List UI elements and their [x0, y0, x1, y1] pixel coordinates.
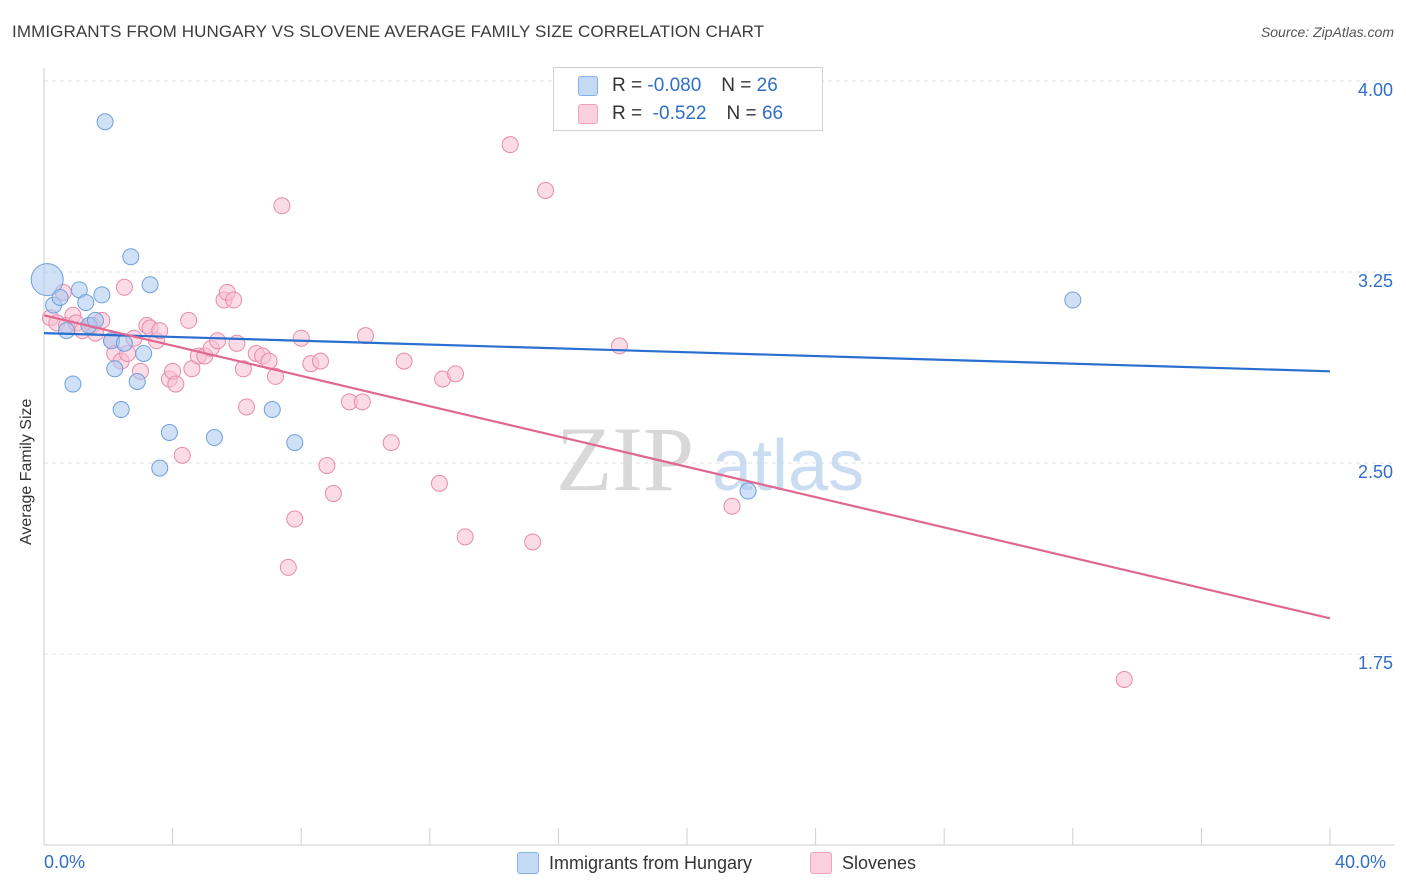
slovene-point [279, 558, 297, 576]
hungary-point [112, 401, 130, 419]
slovene-point [234, 360, 252, 378]
slovene-point [286, 510, 304, 528]
hungary-points [30, 113, 1082, 500]
legend-row-hungary: R = -0.080 N = 26 [578, 73, 778, 99]
hungary-point [263, 401, 281, 419]
hungary-point [93, 286, 111, 304]
x-tick-min: 0.0% [44, 852, 86, 872]
slovene-point [501, 136, 519, 154]
watermark: ZIP atlas [556, 408, 864, 510]
series-legend-swatch-hungary [517, 852, 539, 874]
hungary-point [205, 429, 223, 447]
legend-row-slovenes: R = -0.522 N = 66 [578, 101, 783, 127]
hungary-point [160, 423, 178, 441]
hungary-point [286, 434, 304, 452]
hungary-point [106, 360, 124, 378]
hungary-point [122, 248, 140, 266]
y-tick-label: 4.00 [1358, 80, 1393, 100]
slovene-point [115, 278, 133, 296]
hungary-point [96, 113, 114, 131]
series-legend-label-slovenes: Slovenes [842, 852, 917, 873]
hungary-point [30, 263, 64, 297]
slovene-point [1115, 670, 1133, 688]
slovene-point [180, 311, 198, 329]
legend-r-value: -0.522 [652, 103, 707, 124]
chart-title: IMMIGRANTS FROM HUNGARY VS SLOVENE AVERA… [12, 22, 765, 41]
slovene-point [292, 329, 310, 347]
legend-n-label: N = [726, 103, 757, 124]
hungary-point [77, 294, 95, 312]
legend-n-value: 26 [756, 75, 778, 96]
slovene-point [524, 533, 542, 551]
hungary-point [141, 276, 159, 294]
hungary-point [58, 322, 76, 340]
x-tick-max: 40.0% [1335, 852, 1387, 872]
slovene-point [537, 182, 555, 200]
source-credit: Source: ZipAtlas.com [1260, 24, 1394, 40]
axes [43, 68, 1395, 846]
slovene-point [209, 332, 227, 350]
legend-swatch-hungary [578, 76, 598, 96]
slovene-point [311, 352, 329, 370]
slovene-point [225, 291, 243, 309]
series-legend-slovenes[interactable]: Slovenes [810, 852, 916, 874]
y-tick-label: 2.50 [1358, 462, 1393, 482]
hungary-point [151, 459, 169, 477]
hungary-point [64, 375, 82, 393]
slovene-point [382, 434, 400, 452]
slovene-point [723, 497, 741, 515]
trend-lines [43, 314, 1331, 620]
watermark-zip: ZIP [556, 408, 694, 510]
series-legend-swatch-slovenes [810, 852, 832, 874]
slovene-point [266, 367, 284, 385]
watermark-atlas: atlas [712, 426, 864, 506]
slovene-point [456, 528, 474, 546]
slovene-point [151, 322, 169, 340]
slovene-point [430, 474, 448, 492]
hungary-point [115, 334, 133, 352]
slovene-point [318, 457, 336, 475]
hungary-point [739, 482, 757, 500]
hungary-point [51, 288, 69, 306]
slovene-point [173, 446, 191, 464]
hungary-trend-line [43, 332, 1331, 373]
slovene-point [324, 485, 342, 503]
series-legend: Immigrants from Hungary Slovenes [0, 852, 1406, 878]
slovene-point [395, 352, 413, 370]
legend-n-label: N = [721, 75, 752, 96]
slovene-point [447, 365, 465, 383]
slovene-point [238, 398, 256, 416]
y-tick-label: 1.75 [1358, 653, 1393, 673]
legend-swatch-slovenes [578, 104, 598, 124]
y-tick-labels: 1.75 2.50 3.25 4.00 [1358, 80, 1393, 673]
slovene-point [357, 327, 374, 345]
y-tick-label: 3.25 [1358, 271, 1393, 291]
series-legend-label-hungary: Immigrants from Hungary [549, 852, 753, 873]
series-legend-hungary[interactable]: Immigrants from Hungary [517, 852, 752, 874]
hungary-point [128, 373, 146, 391]
hungary-point [1064, 291, 1082, 309]
slovene-point [273, 197, 291, 215]
hungary-point [135, 344, 153, 362]
correlation-legend: R = -0.080 N = 26 R = -0.522 N = 66 [553, 67, 823, 131]
slovene-point [353, 393, 371, 411]
slovene-point [167, 375, 185, 393]
legend-r-label: R = [612, 75, 643, 96]
slovene-trend-line [43, 314, 1331, 620]
legend-r-label: R = [612, 103, 643, 124]
legend-r-value: -0.080 [647, 75, 702, 96]
legend-n-value: 66 [761, 103, 784, 124]
